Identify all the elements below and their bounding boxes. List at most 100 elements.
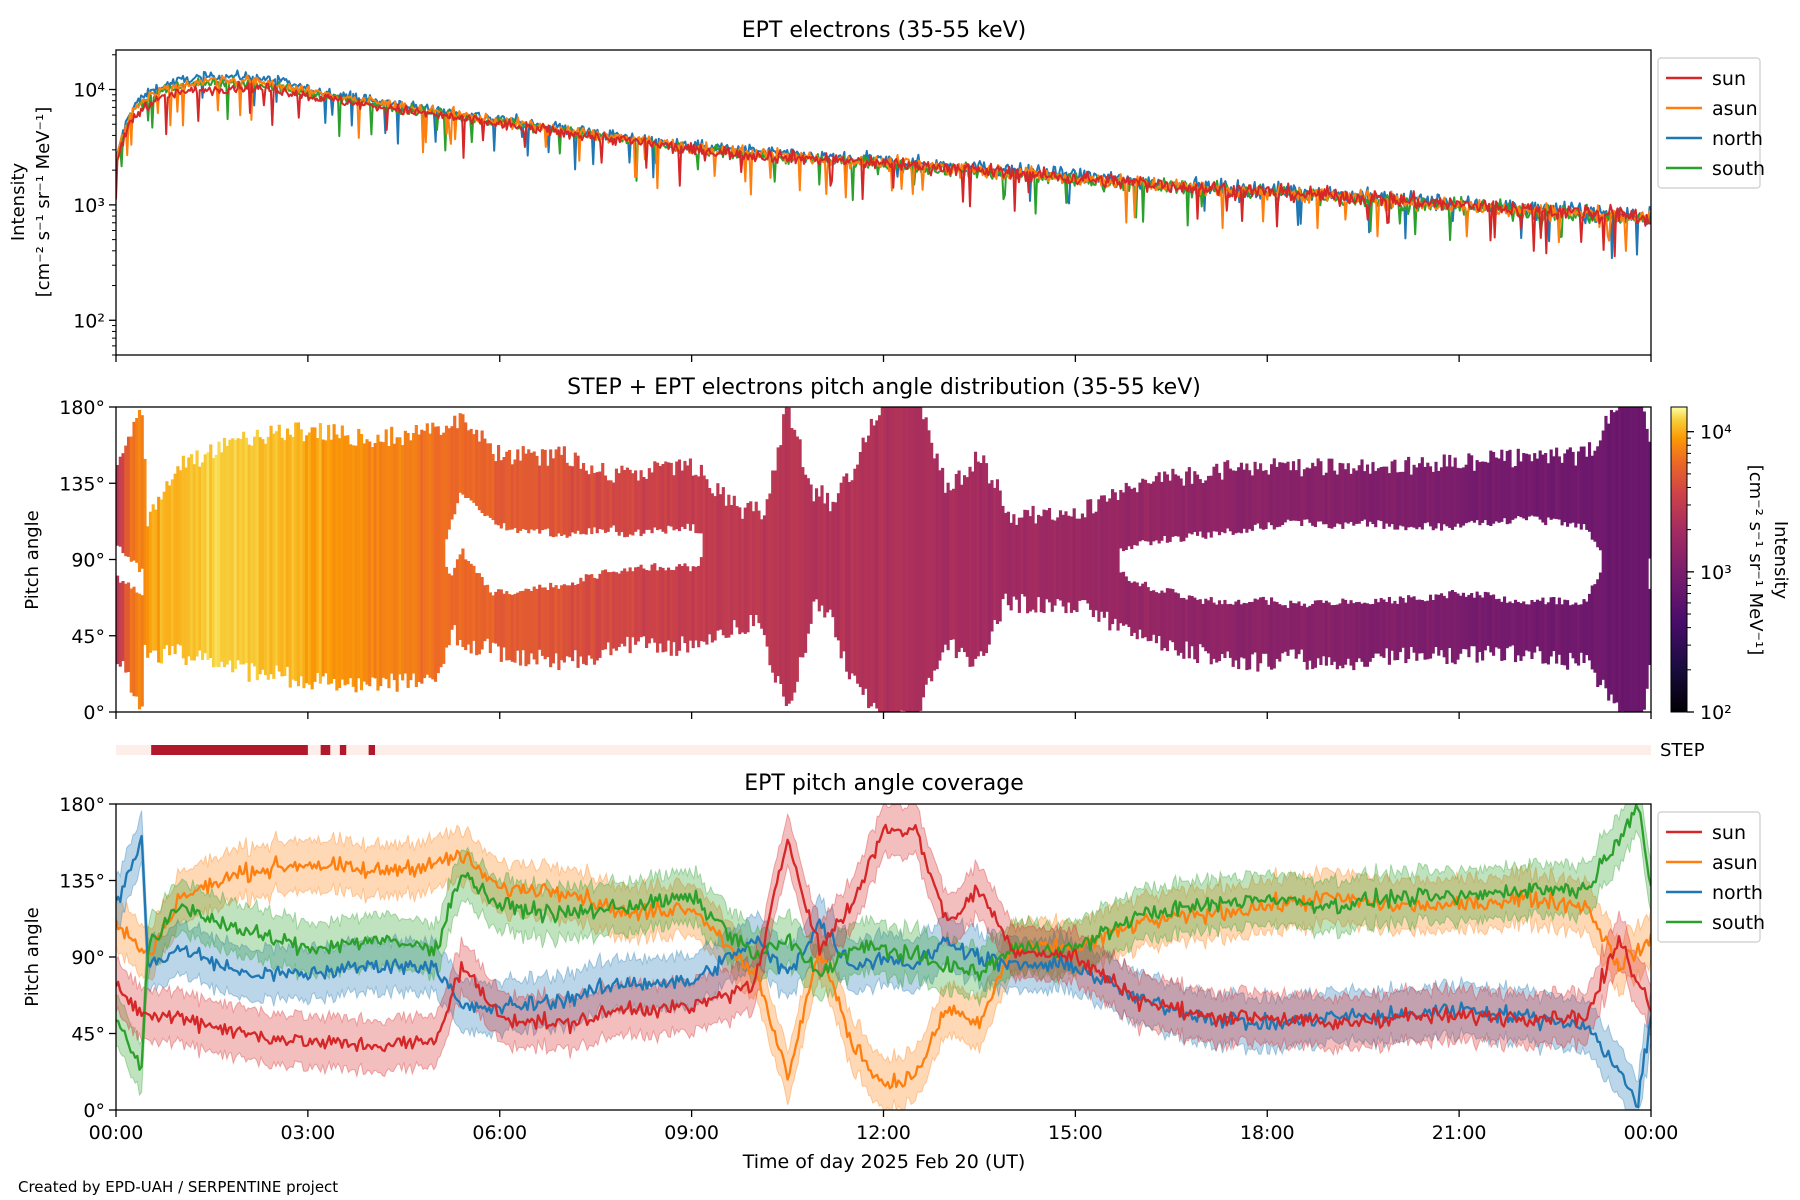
pad-cell: [1037, 514, 1041, 598]
pad-cell: [272, 433, 276, 679]
pad-cell: [845, 473, 849, 672]
pad-cell: [962, 475, 967, 653]
pad-cell: [228, 439, 232, 661]
pad-cell: [1302, 469, 1307, 520]
pad-cell: [1352, 468, 1356, 526]
pad-cell: [957, 470, 961, 652]
pad-cell: [1026, 510, 1030, 614]
pad-cell: [1557, 456, 1561, 520]
pad-cell: [513, 593, 517, 663]
pad-cell: [1215, 463, 1219, 532]
pad-cell: [1294, 603, 1298, 659]
pad-cell: [1404, 602, 1408, 664]
pad-cell: [869, 418, 873, 707]
pad-cell: [702, 475, 706, 642]
pad-cell: [571, 582, 575, 662]
pad-cell: [288, 434, 292, 688]
pad-cell: [672, 570, 676, 643]
pad-cell: [1579, 446, 1583, 530]
pad-cell: [1264, 600, 1268, 654]
pad-cell: [1341, 463, 1345, 529]
pad-cell: [524, 588, 528, 667]
pad-cell: [417, 434, 421, 682]
pad-cell: [793, 429, 797, 693]
pad-cell: [642, 477, 646, 534]
pad-cell: [1363, 471, 1367, 520]
pad-cell: [1311, 604, 1315, 670]
pad-cell: [1163, 471, 1167, 536]
pad-cell: [1152, 590, 1156, 635]
pad-cell: [1212, 602, 1216, 659]
pad-cell: [1374, 598, 1378, 654]
pad-cell: [568, 465, 572, 537]
pad-cell: [1187, 595, 1191, 659]
pad-cell: [1470, 593, 1474, 647]
pad-cell: [321, 439, 325, 677]
pad-cell: [222, 437, 227, 668]
pad-cell: [1492, 594, 1496, 656]
pad-cell: [1127, 486, 1131, 547]
pad-cell: [921, 419, 926, 698]
pad-cell: [677, 459, 682, 532]
pad-cell: [442, 432, 446, 664]
pad-panel: STEP + EPT electrons pitch angle distrib…: [22, 375, 1791, 724]
pad-cell: [1160, 481, 1164, 541]
pad-cell: [1629, 407, 1633, 712]
pad-cell: [686, 566, 690, 653]
pad-cell: [1242, 469, 1246, 529]
pad-cell: [483, 438, 487, 517]
pad-cell: [1212, 466, 1216, 532]
pad-cell: [168, 485, 172, 656]
pad-cell: [453, 415, 457, 515]
pad-cell: [1349, 473, 1353, 522]
coverage-legend-label-south: south: [1712, 912, 1765, 934]
pad-cell: [1360, 459, 1364, 521]
pad-cell: [209, 444, 213, 658]
pad-cell: [768, 493, 772, 666]
pad-cell: [1100, 495, 1104, 612]
pad-cell: [1513, 599, 1518, 663]
pad-cell: [1146, 587, 1150, 642]
pad-cell: [296, 422, 301, 687]
pad-cell: [581, 581, 586, 664]
pad-cell: [398, 437, 402, 675]
pad-cell: [1453, 592, 1457, 665]
pad-cell: [200, 462, 205, 660]
pad-cell: [1193, 597, 1197, 660]
pad-cell: [612, 571, 616, 649]
pad-cell: [587, 574, 591, 656]
pad-cell: [727, 494, 731, 638]
pad-cell: [639, 470, 643, 537]
pad-cell: [436, 426, 440, 674]
pad-cell: [1237, 599, 1241, 670]
pad-cell: [1248, 470, 1252, 530]
pad-title: STEP + EPT electrons pitch angle distrib…: [567, 375, 1201, 400]
pad-cell: [609, 480, 613, 528]
pad-cell: [713, 496, 717, 641]
pad-cell: [1502, 596, 1507, 661]
pad-cell: [1138, 586, 1142, 630]
pad-cell: [1439, 467, 1444, 531]
colorbar-label-line2: [cm⁻² s⁻¹ sr⁻¹ MeV⁻¹]: [1745, 465, 1766, 656]
pad-cell: [1231, 470, 1235, 535]
pad-cell: [836, 493, 841, 641]
pad-cell: [1020, 517, 1024, 595]
pad-cell: [592, 577, 597, 665]
pad-cell: [1042, 509, 1046, 614]
pad-cell: [521, 446, 525, 529]
pad-cell: [1533, 453, 1537, 517]
pad-cell: [666, 462, 671, 526]
pad-cell: [878, 415, 882, 712]
pad-cell: [1459, 468, 1463, 528]
pad-cell: [943, 492, 947, 645]
pad-cell: [825, 492, 830, 613]
pad-cell: [1004, 512, 1008, 594]
pad-cell: [494, 461, 498, 525]
pad-cell: [1409, 597, 1413, 647]
pad-cell: [584, 470, 588, 535]
pad-cell: [1500, 449, 1504, 522]
pad-cell: [973, 451, 978, 659]
pad-cell: [798, 439, 802, 658]
pad-cell: [1642, 411, 1646, 710]
pad-cell: [1305, 607, 1309, 670]
